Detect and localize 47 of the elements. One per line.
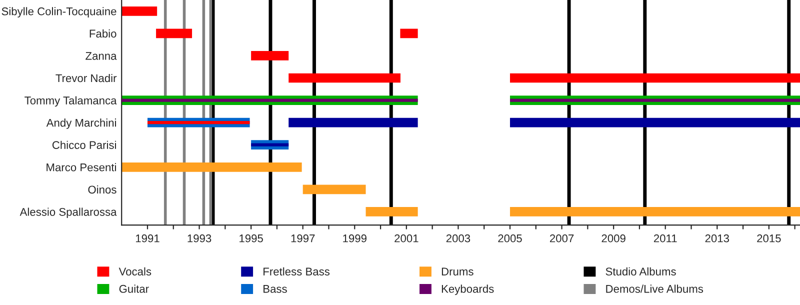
bar (288, 73, 400, 83)
x-tick-label: 2015 (757, 234, 781, 242)
bar (366, 207, 418, 216)
legend-label: Keyboards (442, 284, 494, 295)
bar (302, 184, 366, 194)
y-tick-label: Tommy Talamanca (24, 96, 117, 107)
legend-label: Demos/Live Albums (606, 284, 704, 293)
legend-label: Bass (264, 285, 287, 293)
y-tick-label: Andy Marchini (46, 118, 116, 129)
y-tick-label: Oinos (88, 185, 116, 194)
bar (251, 51, 289, 60)
bar (122, 6, 158, 16)
y-tick-label: Sibylle Colin-Tocquaine (2, 7, 116, 18)
bar (122, 162, 302, 172)
x-tick-label: 2013 (705, 234, 730, 242)
legend-label: Fretless Bass (264, 267, 330, 276)
legend-label: Vocals (118, 267, 152, 276)
legend-label: Guitar (119, 284, 149, 293)
x-tick-label: 2009 (602, 234, 626, 242)
bar (400, 28, 418, 38)
y-tick-label: Marco Pesenti (46, 163, 116, 172)
bar (510, 73, 800, 83)
x-tick-label: 1999 (343, 234, 366, 242)
x-tick-label: 1995 (240, 234, 263, 242)
bar (156, 28, 192, 38)
bar (288, 118, 418, 128)
x-tick-label: 2005 (498, 234, 522, 242)
x-tick-label: 2007 (550, 234, 574, 242)
bar (510, 118, 800, 128)
x-tick-label: 1993 (188, 234, 212, 242)
y-tick-label: Fabio (90, 29, 116, 38)
x-tick-label: 1997 (291, 234, 315, 242)
x-tick-label: 2003 (446, 234, 470, 242)
y-tick-label: Chicco Parisi (52, 140, 116, 149)
y-tick-label: Zanna (86, 52, 117, 60)
x-tick-label: 2011 (654, 234, 677, 242)
y-tick-label: Alessio Spallarossa (20, 208, 117, 218)
x-tick-label: 2001 (394, 234, 418, 242)
y-tick-label: Trevor Nadir (56, 74, 117, 82)
x-tick-label: 1991 (136, 234, 160, 242)
bar (510, 207, 800, 216)
bar (147, 121, 250, 124)
bar (510, 98, 800, 102)
bar (122, 98, 418, 102)
legend-label: Drums (442, 268, 474, 276)
legend-label: Studio Albums (606, 267, 676, 276)
bar (251, 143, 289, 146)
